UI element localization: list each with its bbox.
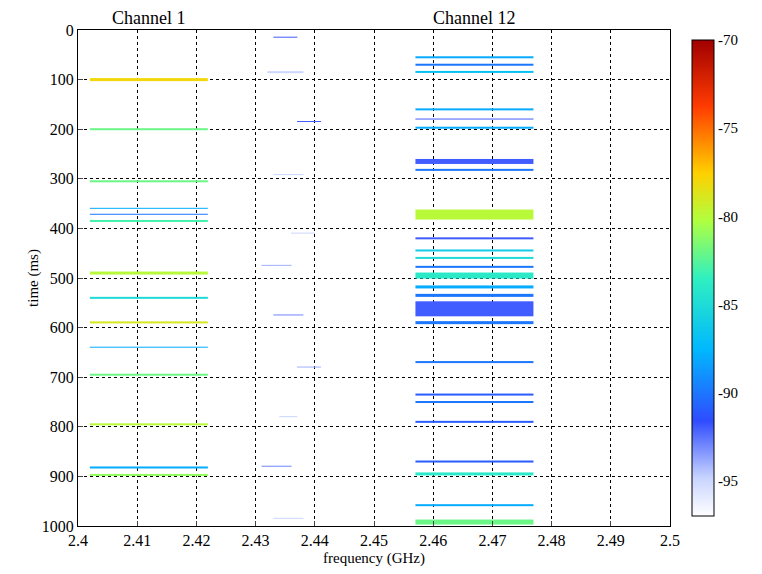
svg-text:-95: -95 bbox=[718, 473, 738, 489]
svg-text:Channel 12: Channel 12 bbox=[433, 8, 516, 28]
svg-text:900: 900 bbox=[50, 468, 74, 485]
svg-text:2.47: 2.47 bbox=[478, 532, 506, 549]
svg-text:400: 400 bbox=[50, 220, 74, 237]
svg-text:2.48: 2.48 bbox=[538, 532, 566, 549]
svg-text:-90: -90 bbox=[718, 385, 738, 401]
svg-text:frequency (GHz): frequency (GHz) bbox=[323, 550, 425, 567]
svg-text:2.44: 2.44 bbox=[301, 532, 329, 549]
svg-text:800: 800 bbox=[50, 418, 74, 435]
svg-text:2.42: 2.42 bbox=[182, 532, 210, 549]
svg-text:2.43: 2.43 bbox=[242, 532, 270, 549]
svg-text:time (ms): time (ms) bbox=[25, 249, 42, 307]
svg-text:100: 100 bbox=[50, 71, 74, 88]
svg-text:2.45: 2.45 bbox=[360, 532, 388, 549]
svg-text:Channel 1: Channel 1 bbox=[112, 8, 186, 28]
svg-text:2.4: 2.4 bbox=[68, 532, 88, 549]
svg-text:700: 700 bbox=[50, 369, 74, 386]
svg-text:2.46: 2.46 bbox=[419, 532, 447, 549]
svg-text:200: 200 bbox=[50, 121, 74, 138]
svg-text:0: 0 bbox=[66, 22, 74, 39]
svg-text:2.49: 2.49 bbox=[597, 532, 625, 549]
svg-text:500: 500 bbox=[50, 270, 74, 287]
svg-text:2.5: 2.5 bbox=[660, 532, 680, 549]
svg-text:1000: 1000 bbox=[42, 518, 74, 535]
svg-text:-75: -75 bbox=[718, 120, 738, 136]
svg-text:-70: -70 bbox=[718, 32, 738, 48]
svg-text:600: 600 bbox=[50, 319, 74, 336]
svg-text:-85: -85 bbox=[718, 297, 738, 313]
svg-text:2.41: 2.41 bbox=[123, 532, 151, 549]
svg-text:-80: -80 bbox=[718, 209, 738, 225]
svg-text:300: 300 bbox=[50, 170, 74, 187]
